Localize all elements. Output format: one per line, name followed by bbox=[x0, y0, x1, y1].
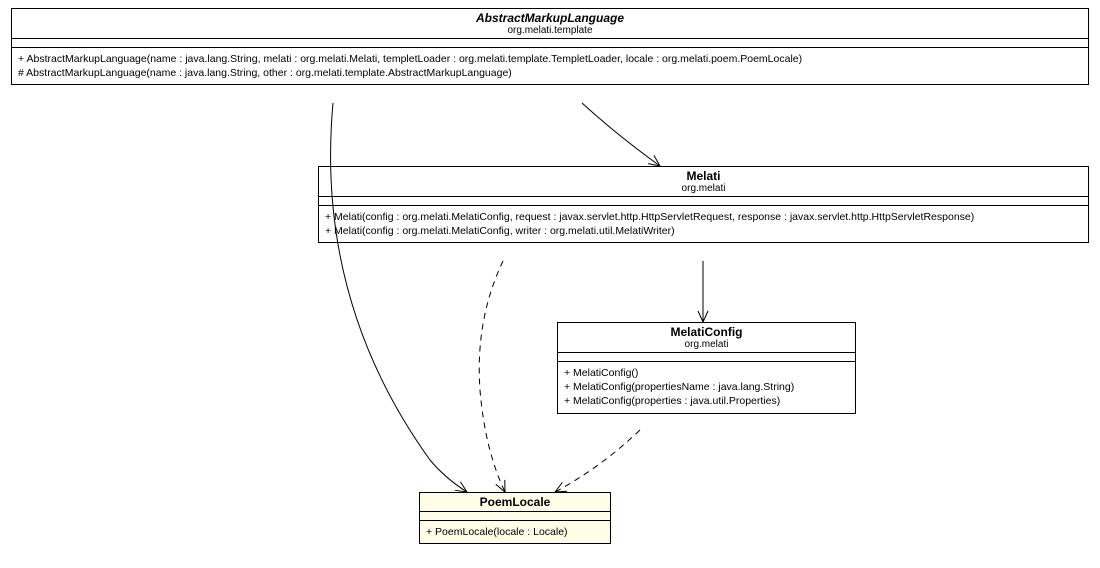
class-attributes bbox=[558, 353, 855, 362]
method-row: + AbstractMarkupLanguage(name : java.lan… bbox=[18, 52, 1082, 66]
class-melati: Melati org.melati + Melati(config : org.… bbox=[318, 166, 1089, 243]
class-abstract-markup-language: AbstractMarkupLanguage org.melati.templa… bbox=[11, 8, 1089, 85]
class-package: org.melati bbox=[323, 183, 1084, 194]
class-melati-config: MelatiConfig org.melati + MelatiConfig()… bbox=[557, 322, 856, 414]
method-row: # AbstractMarkupLanguage(name : java.lan… bbox=[18, 66, 1082, 80]
class-package: org.melati bbox=[562, 339, 851, 350]
class-attributes bbox=[420, 512, 610, 521]
class-header: Melati org.melati bbox=[319, 167, 1088, 197]
class-methods: + PoemLocale(locale : Locale) bbox=[420, 521, 610, 543]
class-title: MelatiConfig bbox=[562, 325, 851, 339]
class-package: org.melati.template bbox=[16, 25, 1084, 36]
class-header: PoemLocale bbox=[420, 493, 610, 512]
class-header: MelatiConfig org.melati bbox=[558, 323, 855, 353]
method-row: + MelatiConfig() bbox=[564, 366, 849, 380]
class-attributes bbox=[12, 39, 1088, 48]
method-row: + Melati(config : org.melati.MelatiConfi… bbox=[325, 224, 1082, 238]
class-attributes bbox=[319, 197, 1088, 206]
edge bbox=[555, 430, 640, 492]
edge bbox=[331, 103, 467, 492]
edge bbox=[582, 103, 660, 166]
edge bbox=[479, 261, 505, 492]
edges-group bbox=[331, 103, 703, 492]
class-poem-locale: PoemLocale + PoemLocale(locale : Locale) bbox=[419, 492, 611, 544]
method-row: + MelatiConfig(properties : java.util.Pr… bbox=[564, 394, 849, 408]
class-title: AbstractMarkupLanguage bbox=[16, 11, 1084, 25]
class-methods: + AbstractMarkupLanguage(name : java.lan… bbox=[12, 48, 1088, 84]
class-header: AbstractMarkupLanguage org.melati.templa… bbox=[12, 9, 1088, 39]
method-row: + PoemLocale(locale : Locale) bbox=[426, 525, 604, 539]
class-methods: + Melati(config : org.melati.MelatiConfi… bbox=[319, 206, 1088, 242]
method-row: + Melati(config : org.melati.MelatiConfi… bbox=[325, 210, 1082, 224]
class-title: Melati bbox=[323, 169, 1084, 183]
method-row: + MelatiConfig(propertiesName : java.lan… bbox=[564, 380, 849, 394]
class-title: PoemLocale bbox=[424, 495, 606, 509]
class-methods: + MelatiConfig() + MelatiConfig(properti… bbox=[558, 362, 855, 413]
